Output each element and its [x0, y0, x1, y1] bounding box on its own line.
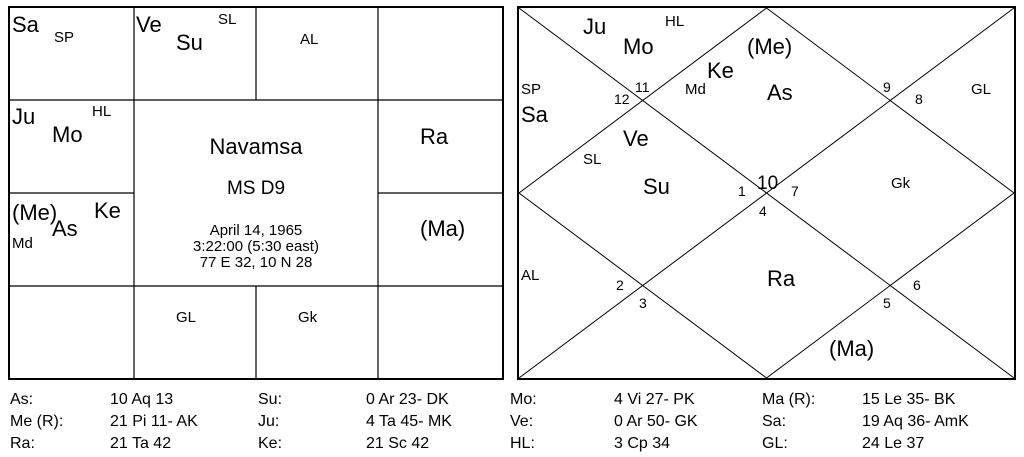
house-number: 5 — [883, 295, 891, 311]
planet-su: Su — [643, 174, 670, 199]
planet-ve: Ve — [623, 126, 649, 151]
house-number: 4 — [759, 203, 767, 219]
house-number: 8 — [915, 91, 923, 107]
planet-al: AL — [300, 31, 319, 48]
north-indian-chart: 12 11 9 8 1 10 7 4 2 3 5 6 Ju Mo HL (Me)… — [517, 6, 1016, 380]
house-number: 12 — [614, 91, 630, 107]
planet-gl: GL — [971, 81, 992, 98]
birth-coords: 77 E 32, 10 N 28 — [199, 254, 313, 271]
position-value: 4 Ta 45- MK — [366, 413, 452, 430]
planet-me: (Me) — [747, 34, 793, 59]
position-value: 21 Pi 11- AK — [110, 413, 198, 430]
house-number: 9 — [883, 79, 891, 95]
planet-sp: SP — [54, 29, 75, 46]
position-label: Ju: — [258, 413, 280, 430]
chart-center-info: Navamsa MS D9 April 14, 1965 3:22:00 (5:… — [134, 100, 378, 286]
planet-ve: Ve — [136, 12, 162, 37]
planet-ra: Ra — [420, 124, 449, 149]
planet-ju: Ju — [583, 14, 607, 39]
house-number: 7 — [791, 183, 799, 199]
planet-ke: Ke — [707, 58, 734, 83]
position-label: Ve: — [510, 413, 534, 430]
planet-sl: SL — [583, 151, 602, 168]
planet-sp: SP — [521, 81, 542, 98]
house-number: 3 — [639, 295, 647, 311]
position-value: 10 Aq 13 — [110, 391, 174, 408]
position-label: Su: — [258, 391, 283, 408]
position-value: 15 Le 35- BK — [862, 391, 956, 408]
planet-sl: SL — [218, 11, 237, 28]
house-number: 11 — [635, 79, 650, 95]
position-value: 3 Cp 34 — [614, 435, 671, 452]
position-value: 4 Vi 27- PK — [614, 391, 695, 408]
house-number: 6 — [913, 277, 921, 293]
planet-md: Md — [685, 81, 706, 98]
position-label: GL: — [762, 435, 788, 452]
birth-date: April 14, 1965 — [209, 222, 303, 239]
planet-positions-table: As: 10 Aq 13 Su: 0 Ar 23- DK Mo: 4 Vi 27… — [0, 388, 1024, 457]
position-value: 24 Le 37 — [862, 435, 925, 452]
position-label: Ma (R): — [762, 391, 816, 408]
position-value: 0 Ar 23- DK — [366, 391, 449, 408]
south-indian-chart: Sa SP Ve Su SL AL Ju Mo HL (Me) Ke As Md… — [8, 6, 504, 380]
planet-su: Su — [176, 30, 203, 55]
planet-hl: HL — [92, 103, 112, 120]
planet-al: AL — [521, 267, 540, 284]
chart-title: Navamsa — [209, 134, 303, 159]
planet-as: As — [52, 216, 78, 241]
planet-ra: Ra — [767, 266, 796, 291]
position-value: 19 Aq 36- AmK — [862, 413, 969, 430]
planet-ma: (Ma) — [420, 216, 466, 241]
planet-md: Md — [12, 235, 33, 252]
position-label: Sa: — [762, 413, 787, 430]
planet-mo: Mo — [623, 34, 654, 59]
chart-subtitle: MS D9 — [226, 178, 286, 199]
position-label: Me (R): — [10, 413, 64, 430]
planet-ma: (Ma) — [829, 336, 875, 361]
north-chart-grid — [518, 7, 1015, 379]
birth-time: 3:22:00 (5:30 east) — [193, 238, 319, 255]
planet-sa: Sa — [521, 102, 548, 127]
position-value: 21 Sc 42 — [366, 435, 430, 452]
house-number: 10 — [757, 173, 779, 194]
position-value: 21 Ta 42 — [110, 435, 172, 452]
planet-hl: HL — [665, 13, 685, 30]
position-label: HL: — [510, 435, 535, 452]
position-label: Ke: — [258, 435, 283, 452]
planet-me: (Me) — [12, 200, 58, 225]
planet-gk: Gk — [891, 175, 911, 192]
planet-as: As — [767, 80, 793, 105]
house-number: 2 — [616, 277, 624, 293]
position-label: Mo: — [510, 391, 537, 408]
south-chart-grid — [10, 8, 502, 378]
house-number: 1 — [738, 183, 746, 199]
planet-gk: Gk — [298, 309, 318, 326]
position-label: Ra: — [10, 435, 35, 452]
planet-gl: GL — [176, 309, 197, 326]
planet-ke: Ke — [94, 198, 121, 223]
position-value: 0 Ar 50- GK — [614, 413, 698, 430]
planet-mo: Mo — [52, 122, 83, 147]
planet-sa: Sa — [12, 12, 39, 37]
position-label: As: — [10, 391, 34, 408]
planet-ju: Ju — [12, 104, 36, 129]
